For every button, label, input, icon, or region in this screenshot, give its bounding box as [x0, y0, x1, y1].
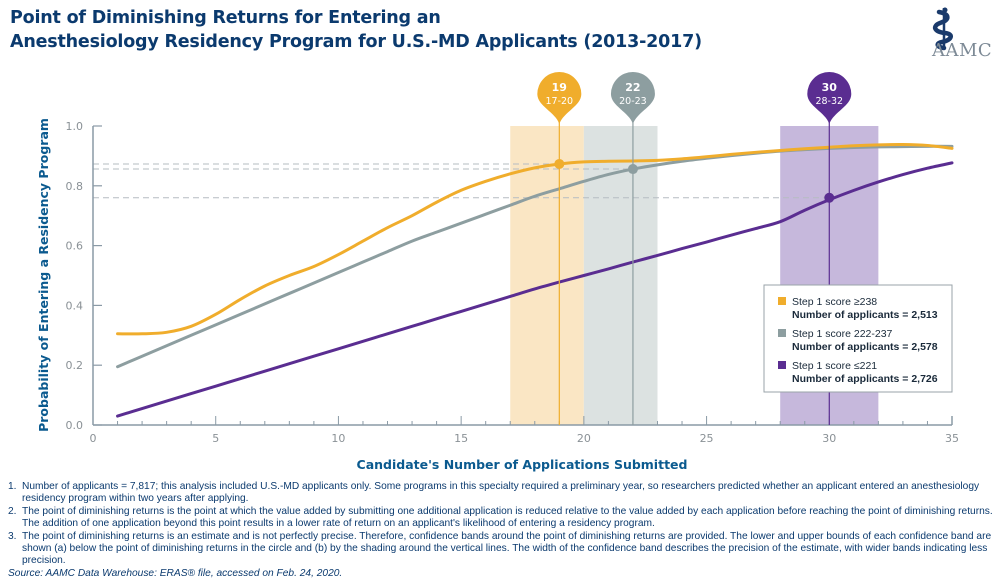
legend-box	[763, 284, 953, 393]
x-tick-label: 30	[822, 432, 836, 445]
pdr-value-label: 19	[552, 81, 567, 94]
pdr-value-label: 22	[625, 81, 640, 94]
legend-series-name: Step 1 score ≥238	[792, 296, 877, 308]
pdr-point-1	[554, 158, 565, 169]
pdr-callout-bubble-2	[610, 72, 655, 124]
y-tick-label: 0.0	[66, 419, 84, 432]
chart-title-line-1: Point of Diminishing Returns for Enterin…	[10, 8, 441, 28]
y-tick-label: 0.6	[66, 240, 84, 253]
legend-series-count: Number of applicants = 2,578	[792, 341, 938, 353]
pdr-ci-label: 28-32	[815, 96, 843, 107]
chart-title-line-2: Anesthesiology Residency Program for U.S…	[10, 32, 702, 52]
series-line-3	[116, 161, 954, 418]
confidence-band-1	[510, 126, 584, 425]
pdr-ci-label: 17-20	[546, 96, 574, 107]
x-tick-label: 25	[700, 432, 714, 445]
y-tick-label: 0.2	[66, 359, 84, 372]
x-tick-label: 35	[945, 432, 959, 445]
legend-series-count: Number of applicants = 2,726	[792, 373, 938, 385]
footnote-number: 1.	[8, 481, 17, 492]
chart: 0.0 0.2 0.4 0.6 0.8 1.0 0 5 10 15 20 25 30 35 19 17-20…	[36, 72, 960, 472]
x-tick-label: 0	[90, 432, 97, 445]
caduceus-icon	[932, 7, 953, 51]
legend-swatch-1	[778, 297, 786, 305]
y-tick-label: 0.8	[66, 180, 84, 193]
legend-series-name: Step 1 score 222-237	[792, 328, 893, 340]
legend-swatch-2	[778, 329, 786, 337]
footnote-text: The point of diminishing returns is the …	[22, 506, 993, 529]
pdr-callout-bubble-3	[807, 72, 852, 124]
pdr-point-3	[824, 192, 835, 203]
x-axis-label: Candidate's Number of Applications Submi…	[357, 457, 688, 472]
pdr-ci-label: 20-23	[619, 96, 647, 107]
x-tick-label: 15	[454, 432, 468, 445]
y-tick-label: 0.4	[66, 299, 84, 312]
source-note: Source: AAMC Data Warehouse: ERAS® file,…	[8, 568, 343, 580]
y-tick-label: 1.0	[66, 120, 84, 133]
footnote-number: 2.	[8, 506, 17, 518]
x-tick-label: 10	[331, 432, 345, 445]
pdr-value-label: 30	[822, 81, 838, 94]
footnote-text: The point of diminishing returns is an e…	[22, 531, 992, 566]
legend-series-count: Number of applicants = 2,513	[792, 309, 938, 321]
legend-swatch-3	[778, 361, 786, 369]
footnote-2: 2. The point of diminishing returns is t…	[8, 506, 993, 529]
footnote-text: Number of applicants = 7,817; this analy…	[22, 481, 980, 504]
footnote-number: 3.	[8, 531, 17, 543]
chart-title: Point of Diminishing Returns for Enterin…	[10, 6, 702, 54]
y-axis-label: Probability of Entering a Residency Prog…	[36, 118, 51, 432]
series-lines	[116, 143, 954, 418]
x-tick-label: 5	[212, 432, 219, 445]
pdr-callout-bubble-1	[537, 72, 582, 124]
confidence-band-2	[583, 126, 658, 425]
reference-lines	[93, 163, 830, 199]
x-tick-label: 20	[577, 432, 591, 445]
series-line-1	[116, 143, 954, 336]
axes: 0.0 0.2 0.4 0.6 0.8 1.0 0 5 10 15 20 25 30 35	[66, 120, 960, 445]
footnote-3: 3. The point of diminishing returns is a…	[8, 531, 993, 566]
footnotes: 1. Number of applicants = 7,817; this an…	[8, 481, 993, 580]
logo-text: AAMC	[932, 40, 993, 61]
pdr-markers: 19 17-20 22 20-23 30 28-32	[537, 72, 852, 425]
pdr-point-2	[627, 164, 638, 175]
footnote-1: 1. Number of applicants = 7,817; this an…	[8, 481, 993, 504]
legend-series-name: Step 1 score ≤221	[792, 360, 877, 372]
